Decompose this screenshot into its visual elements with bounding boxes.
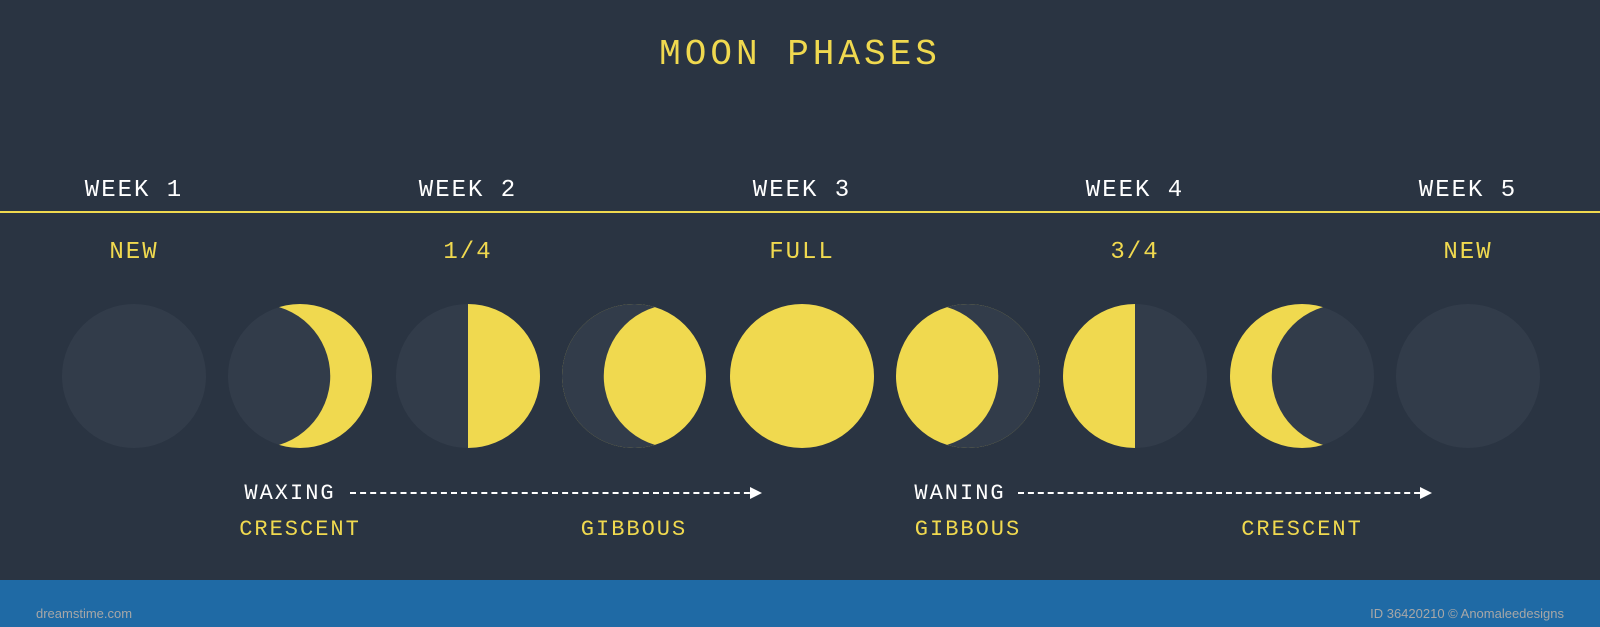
moon-full-icon	[730, 304, 874, 448]
moon-first-quarter-icon	[396, 304, 540, 448]
shape-label: GIBBOUS	[581, 517, 687, 542]
week-label: WEEK 2	[419, 177, 517, 204]
shape-label: GIBBOUS	[915, 517, 1021, 542]
week-label: WEEK 4	[1086, 177, 1184, 204]
week-label: WEEK 3	[753, 177, 851, 204]
moon-new-icon	[1396, 304, 1540, 448]
direction-label: WANING	[914, 481, 1005, 506]
moon-last-quarter-icon	[1063, 304, 1207, 448]
diagram-title: MOON PHASES	[0, 34, 1600, 75]
moon-waning-gibbous-icon	[896, 304, 1040, 448]
footer-right-text: ID 36420210 © Anomaleedesigns	[1370, 606, 1564, 621]
direction-arrow-icon	[1018, 492, 1430, 494]
week-label: WEEK 5	[1419, 177, 1517, 204]
bottom-strip	[0, 580, 1600, 627]
moon-phases-diagram: MOON PHASES WEEK 1 WEEK 2 WEEK 3 WEEK 4 WEEK…	[0, 0, 1600, 627]
phase-label: NEW	[1443, 239, 1492, 266]
timeline-axis	[0, 211, 1600, 213]
moon-waxing-crescent-icon	[228, 304, 372, 448]
phase-label: FULL	[769, 239, 835, 266]
footer-left-text: dreamstime.com	[36, 606, 132, 621]
moon-new-icon	[62, 304, 206, 448]
phase-label: NEW	[109, 239, 158, 266]
phase-label: 3/4	[1110, 239, 1159, 266]
shape-label: CRESCENT	[239, 517, 361, 542]
phase-label: 1/4	[443, 239, 492, 266]
shape-label: CRESCENT	[1241, 517, 1363, 542]
moon-waxing-gibbous-icon	[562, 304, 706, 448]
direction-label: WAXING	[244, 481, 335, 506]
direction-arrow-icon	[350, 492, 760, 494]
week-label: WEEK 1	[85, 177, 183, 204]
moon-waning-crescent-icon	[1230, 304, 1374, 448]
